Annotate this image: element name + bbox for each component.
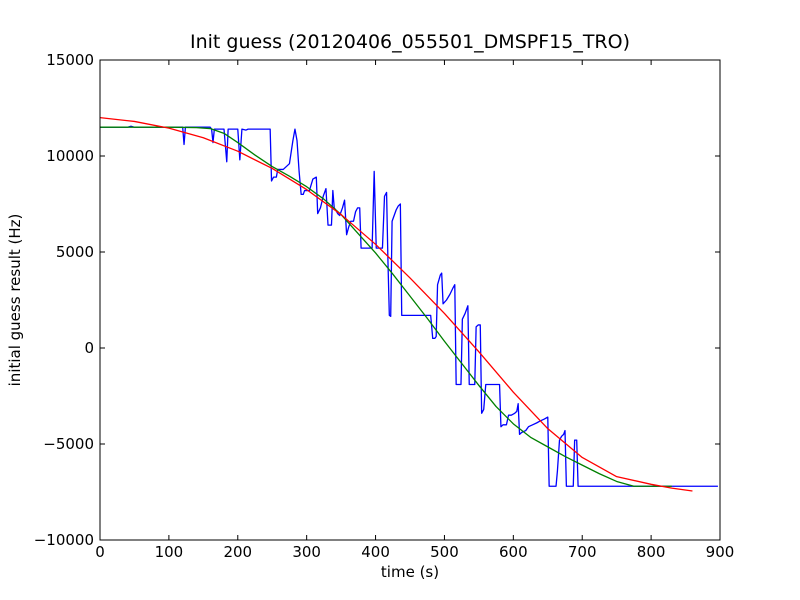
x-tick-label: 600	[499, 543, 528, 561]
y-tick-label: 5000	[56, 243, 94, 261]
y-tick-label: 0	[84, 339, 94, 357]
x-tick-label: 700	[568, 543, 597, 561]
chart-title: Init guess (20120406_055501_DMSPF15_TRO)	[190, 31, 630, 53]
x-tick-label: 400	[361, 543, 390, 561]
x-tick-label: 900	[706, 543, 735, 561]
series-line-2	[100, 126, 672, 487]
y-tick-label: 15000	[46, 51, 94, 69]
y-tick-label: −5000	[43, 435, 94, 453]
x-tick-label: 0	[95, 543, 105, 561]
y-axis-label: initial guess result (Hz)	[6, 214, 24, 387]
series-line-1	[100, 125, 718, 487]
x-tick-label: 500	[430, 543, 459, 561]
y-tick-label: −10000	[34, 531, 94, 549]
tick-layer: 0 100 200 300 400 500 600 700 800 900 −10000 −5000 0…	[34, 51, 735, 561]
x-tick-label: 800	[637, 543, 666, 561]
y-tick-label: 10000	[46, 147, 94, 165]
series-line-3	[99, 116, 693, 492]
x-axis-label: time (s)	[381, 563, 439, 581]
series-layer	[99, 116, 718, 492]
plot-frame	[99, 59, 721, 541]
x-tick-label: 300	[292, 543, 321, 561]
x-tick-label: 100	[155, 543, 184, 561]
plot-area	[100, 60, 720, 540]
x-tick-label: 200	[223, 543, 252, 561]
